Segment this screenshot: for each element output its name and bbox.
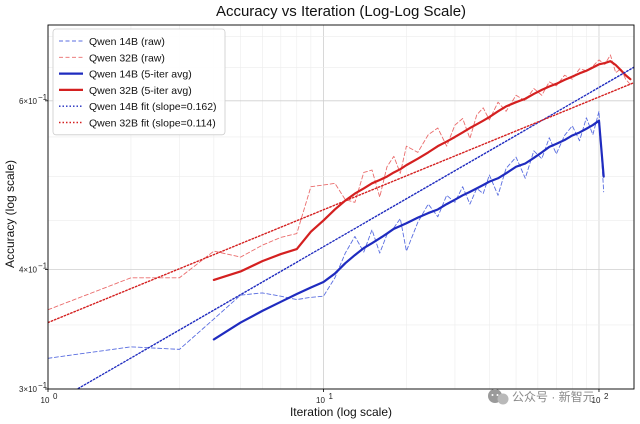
legend-label: Qwen 32B fit (slope=0.114) <box>89 118 216 130</box>
y-tick-label: 3×10 <box>19 385 38 394</box>
series-line-2 <box>212 119 605 341</box>
y-tick-label: 6×10 <box>19 97 38 106</box>
x-tick-exponent: 0 <box>53 392 58 401</box>
watermark-text: 公众号 · 新智元 <box>512 389 595 404</box>
x-ticks: 10 0 10 1 10 2 <box>41 389 609 405</box>
legend-label: Qwen 14B fit (slope=0.162) <box>89 101 217 113</box>
plot-frame <box>47 24 635 390</box>
legend: Qwen 14B (raw) Qwen 32B (raw) Qwen 14B (5-… <box>52 28 226 136</box>
y-tick-label: 4×10 <box>19 265 38 274</box>
series-line-5 <box>48 81 634 324</box>
series-line-4 <box>75 66 634 389</box>
x-tick-label: 10 <box>41 396 50 405</box>
watermark: 公众号 · 新智元 <box>488 389 595 405</box>
series-line-3 <box>212 60 632 282</box>
y-axis-label: Accuracy (log scale) <box>3 160 17 268</box>
y-tick-exponent: −1 <box>38 381 48 390</box>
legend-box <box>52 28 226 136</box>
chart-title: Accuracy vs Iteration (Log-Log Scale) <box>216 3 466 20</box>
x-tick-label: 10 <box>316 396 325 405</box>
x-tick-label: 10 <box>592 396 601 405</box>
legend-label: Qwen 14B (raw) <box>89 36 165 48</box>
y-tick-exponent: −1 <box>38 93 48 102</box>
grid <box>47 25 634 390</box>
series-line-0 <box>48 110 605 359</box>
wechat-logo-icon <box>488 389 509 405</box>
series-layer <box>48 54 634 389</box>
legend-label: Qwen 32B (5-iter avg) <box>89 85 192 97</box>
x-tick-exponent: 1 <box>328 392 333 401</box>
x-tick-exponent: 2 <box>604 392 609 401</box>
x-axis-label: Iteration (log scale) <box>290 405 392 419</box>
y-ticks: 3×10 −14×10 −16×10 −1 <box>19 93 48 394</box>
y-tick-exponent: −1 <box>38 261 48 270</box>
legend-label: Qwen 32B (raw) <box>89 52 165 64</box>
legend-label: Qwen 14B (5-iter avg) <box>89 69 192 81</box>
